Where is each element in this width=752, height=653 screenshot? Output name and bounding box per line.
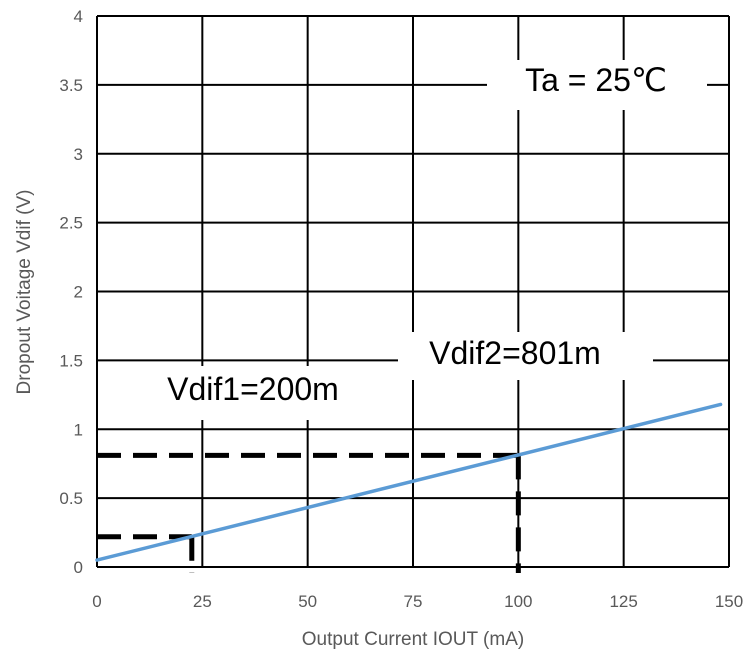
y-tick-label: 3 (74, 145, 83, 164)
annotations: Ta = 25℃ Vdif2=801m Vdif1=200m (120, 60, 707, 420)
x-tick-label: 0 (92, 592, 101, 611)
annotation-text: Vdif1=200m (167, 371, 339, 407)
annotation-text: Ta = 25℃ (525, 62, 667, 98)
annotation-box (120, 366, 386, 420)
y-tick-label: 2 (74, 283, 83, 302)
x-tick-label: 100 (504, 592, 532, 611)
x-tick-label: 75 (404, 592, 423, 611)
reference-lines (97, 452, 521, 573)
y-tick-label: 2.5 (59, 214, 83, 233)
series-line (95, 402, 723, 562)
x-tick-label: 125 (609, 592, 637, 611)
y-tick-label: 1.5 (59, 351, 83, 370)
x-axis-title: Output Current IOUT (mA) (302, 629, 524, 650)
annotation-box (398, 332, 653, 380)
series-lines (95, 402, 723, 562)
x-tick-label: 25 (193, 592, 212, 611)
x-tick-label: 50 (298, 592, 317, 611)
x-tick-label: 150 (715, 592, 743, 611)
y-tick-label: 0 (74, 558, 83, 577)
y-axis-title: Dropout Voitage Vdif (V) (14, 190, 35, 395)
annotation-text: Vdif2=801m (429, 335, 601, 371)
tick-labels: 0 0.5 1 1.5 2 2.5 3 3.5 4 0 25 50 75 100 125 150 (59, 7, 743, 611)
annotation-box (487, 60, 707, 110)
y-tick-label: 4 (74, 7, 83, 26)
y-tick-label: 3.5 (59, 76, 83, 95)
y-tick-label: 0.5 (59, 489, 83, 508)
y-tick-label: 1 (74, 420, 83, 439)
